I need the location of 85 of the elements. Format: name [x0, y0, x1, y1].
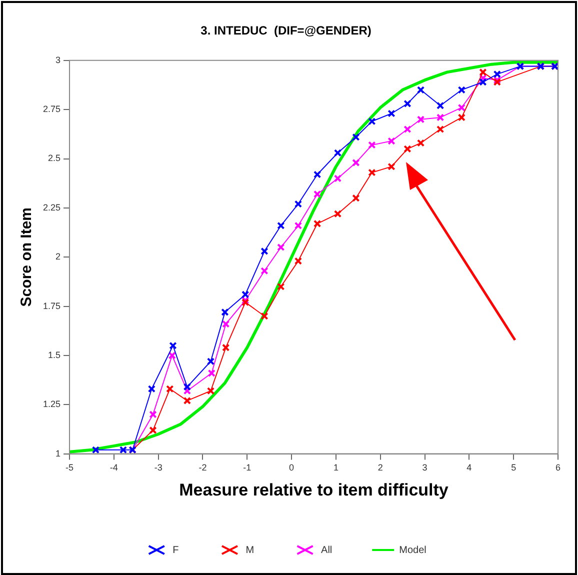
- point: [221, 308, 229, 316]
- legend-label: F: [172, 544, 179, 556]
- point: [334, 174, 342, 182]
- y-tick-label: 3: [56, 54, 61, 65]
- point: [277, 222, 285, 230]
- point: [206, 358, 215, 366]
- legend-label: Model: [399, 544, 426, 556]
- x-tick-label: 4: [466, 462, 472, 473]
- x-tick-label: -3: [154, 462, 162, 473]
- point: [334, 210, 342, 218]
- point: [313, 220, 322, 228]
- point: [294, 200, 302, 208]
- point: [206, 387, 215, 395]
- x-tick-label: -2: [198, 462, 207, 473]
- point: [313, 170, 322, 178]
- point: [183, 387, 192, 395]
- point: [436, 125, 444, 134]
- x-tick-label: 1: [333, 462, 338, 473]
- x-tick-label: 2: [378, 462, 383, 473]
- point: [388, 137, 396, 145]
- point: [294, 257, 302, 265]
- point: [334, 149, 342, 157]
- y-axis-title: Score on Item: [18, 208, 36, 307]
- point: [294, 222, 302, 230]
- point: [416, 139, 425, 147]
- legend-label: All: [321, 544, 332, 556]
- point: [368, 168, 376, 176]
- point: [388, 110, 396, 118]
- y-tick-label: 2.5: [48, 153, 61, 164]
- point: [183, 383, 192, 391]
- point: [404, 145, 412, 153]
- x-tick-label: 5: [511, 462, 516, 473]
- point: [260, 267, 268, 275]
- y-tick-label: 2.75: [42, 104, 61, 114]
- point: [416, 116, 425, 124]
- chart-title: 3. INTEDUC (DIF=@GENDER): [200, 24, 372, 38]
- x-axis-title: Measure relative to item difficulty: [179, 480, 449, 500]
- x-tick-label: -5: [66, 462, 74, 473]
- y-tick-label: 1.25: [42, 399, 61, 410]
- point: [168, 352, 176, 360]
- point: [388, 162, 396, 170]
- point: [148, 385, 156, 393]
- point: [436, 102, 444, 110]
- point: [416, 86, 425, 94]
- y-tick-label: 2: [56, 252, 61, 262]
- point: [458, 86, 466, 94]
- point: [352, 133, 360, 141]
- point: [479, 78, 487, 86]
- y-tick-label: 1.75: [42, 300, 61, 311]
- point: [208, 369, 216, 377]
- point: [183, 396, 192, 405]
- point: [368, 118, 376, 126]
- x-tick-label: 0: [289, 462, 294, 473]
- x-tick-label: -4: [110, 462, 118, 473]
- point: [352, 194, 360, 202]
- point: [436, 114, 444, 122]
- x-tick-label: -1: [243, 462, 252, 473]
- point: [222, 344, 230, 352]
- point: [119, 446, 128, 454]
- point: [277, 243, 285, 252]
- point: [260, 312, 268, 320]
- point: [149, 410, 157, 418]
- point: [313, 190, 322, 198]
- point: [404, 125, 412, 134]
- point: [242, 290, 250, 298]
- y-tick-label: 1.5: [48, 350, 61, 360]
- point: [166, 385, 174, 393]
- point: [149, 426, 157, 434]
- point: [479, 68, 487, 76]
- x-tick-label: 6: [555, 462, 561, 473]
- point: [277, 282, 285, 290]
- point: [222, 320, 230, 328]
- point: [368, 141, 376, 149]
- y-tick-label: 1: [56, 448, 61, 458]
- legend-label: M: [246, 544, 254, 556]
- point: [493, 70, 501, 78]
- point: [404, 100, 412, 108]
- point: [479, 74, 487, 82]
- point: [458, 114, 466, 122]
- y-tick-label: 2.25: [42, 202, 61, 212]
- point: [352, 158, 360, 167]
- point: [169, 342, 177, 350]
- point: [458, 104, 466, 112]
- point: [260, 247, 268, 256]
- x-tick-label: 3: [422, 462, 428, 473]
